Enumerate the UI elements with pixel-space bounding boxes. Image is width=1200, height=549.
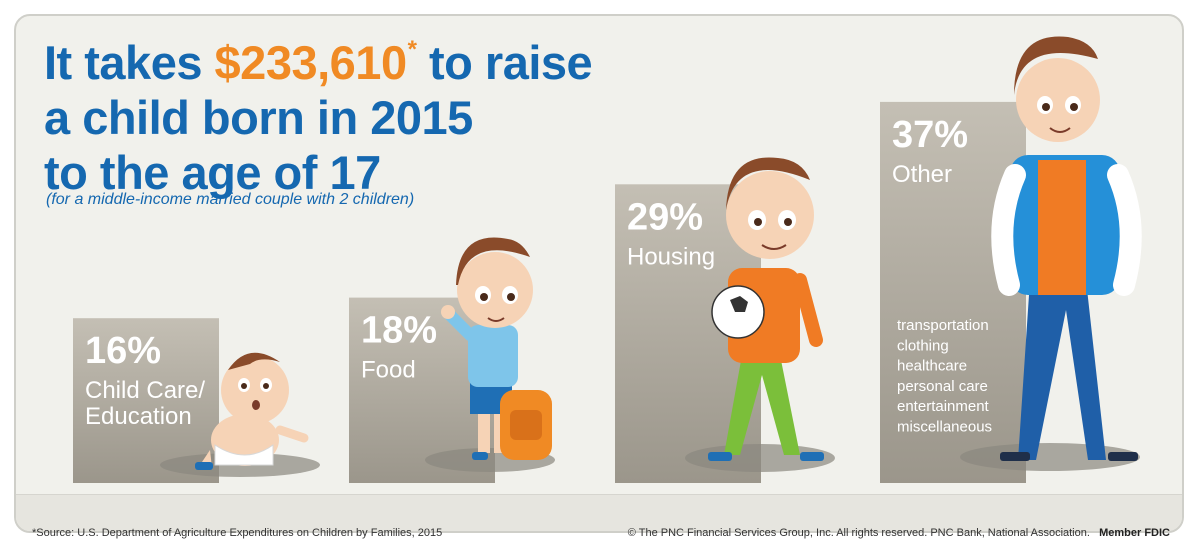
value-label-3: 29% — [627, 196, 703, 238]
child-with-ball-illustration — [685, 157, 835, 472]
category-label-1-2: Education — [85, 403, 192, 430]
other-item-3: healthcare — [897, 358, 967, 375]
toddler-illustration — [425, 237, 555, 472]
headline-asterisk: * — [407, 36, 417, 63]
headline-line3: to the age of 17 — [44, 146, 381, 199]
illustrations-group — [160, 36, 1142, 477]
category-label-2-1: Food — [361, 357, 416, 384]
headline-suffix: to raise — [416, 36, 593, 89]
category-label-4-1: Other — [892, 161, 952, 188]
labels-group: 16% Child Care/Education 18% Food 29% Housing… — [85, 114, 992, 436]
other-item-4: personal care — [897, 378, 988, 395]
value-label-4: 37% — [892, 114, 968, 156]
headline-line2: a child born in 2015 — [44, 91, 473, 144]
other-item-1: transportation — [897, 317, 989, 334]
other-item-2: clothing — [897, 337, 949, 354]
headline: It takes $233,610* to raise a child born… — [44, 22, 593, 200]
member-fdic: Member FDIC — [1099, 527, 1170, 539]
headline-amount: $233,610 — [214, 36, 408, 89]
footer-band — [16, 494, 1182, 531]
copyright-text: © The PNC Financial Services Group, Inc.… — [627, 527, 1090, 539]
teen-illustration — [960, 36, 1142, 471]
other-item-6: miscellaneous — [897, 419, 992, 436]
subtitle: (for a middle-income married couple with… — [46, 191, 415, 208]
headline-prefix: It takes — [44, 36, 215, 89]
footer-source: *Source: U.S. Department of Agriculture … — [32, 527, 443, 539]
footer-copyright: © The PNC Financial Services Group, Inc.… — [628, 527, 1170, 539]
value-label-2: 18% — [361, 310, 437, 352]
other-item-5: entertainment — [897, 398, 990, 415]
category-label-1-1: Child Care/ — [85, 377, 205, 404]
baby-illustration — [160, 352, 320, 477]
category-label-3-1: Housing — [627, 243, 715, 270]
value-label-1: 16% — [85, 330, 161, 372]
